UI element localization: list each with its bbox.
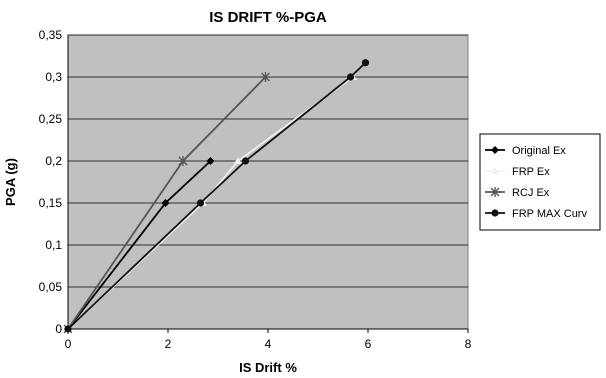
y-tick-label: 0,3 [45, 70, 62, 84]
series-4 [64, 59, 370, 333]
y-tick-label: 0,15 [39, 196, 63, 210]
y-tick-label: 0,05 [39, 280, 63, 294]
data-point [206, 157, 215, 165]
data-point [261, 72, 270, 82]
y-tick-label: 0,25 [39, 112, 63, 126]
legend-item: FRP MAX Curv [485, 208, 587, 220]
y-tick-labels: 0 0,05 0,1 0,15 0,2 0,25 0,3 0,35 [39, 28, 63, 336]
legend-item: RCJ Ex [485, 187, 550, 199]
series-lines [63, 59, 370, 334]
legend-label: Original Ex [512, 145, 566, 157]
chart-title: IS DRIFT %-PGA [209, 9, 327, 26]
x-axis-title: IS Drift % [239, 360, 297, 375]
x-tick-label: 6 [365, 337, 372, 351]
y-axis-title: PGA (g) [3, 158, 18, 206]
plot-area [67, 34, 469, 330]
data-point [234, 157, 242, 164]
y-tick-label: 0,1 [45, 238, 62, 252]
x-tick-label: 8 [465, 337, 472, 351]
data-point [491, 209, 499, 217]
legend-label: FRP MAX Curv [512, 208, 587, 220]
y-tick-label: 0 [55, 322, 62, 336]
data-point [491, 167, 499, 174]
legend-label: FRP Ex [512, 166, 550, 178]
data-point [491, 146, 499, 154]
legend-label: RCJ Ex [512, 187, 550, 199]
data-point [346, 73, 355, 81]
y-tick-label: 0,2 [45, 154, 62, 168]
x-tick-labels: 0 2 4 6 8 [65, 337, 472, 351]
data-point [196, 199, 205, 207]
data-point [178, 156, 188, 166]
data-point [64, 325, 72, 333]
data-point [490, 187, 500, 197]
data-point [361, 59, 370, 67]
legend-item: Original Ex [485, 145, 566, 157]
data-point [161, 199, 170, 207]
x-tick-label: 2 [165, 337, 172, 351]
y-tick-label: 0,35 [39, 28, 63, 42]
data-point [241, 157, 250, 165]
legend: Original Ex FRP Ex RCJ Ex FRP MAX Curv [479, 133, 601, 231]
legend-item: FRP Ex [485, 166, 550, 178]
x-tick-label: 0 [65, 337, 72, 351]
x-tick-label: 4 [265, 337, 272, 351]
gridlines [68, 34, 468, 288]
